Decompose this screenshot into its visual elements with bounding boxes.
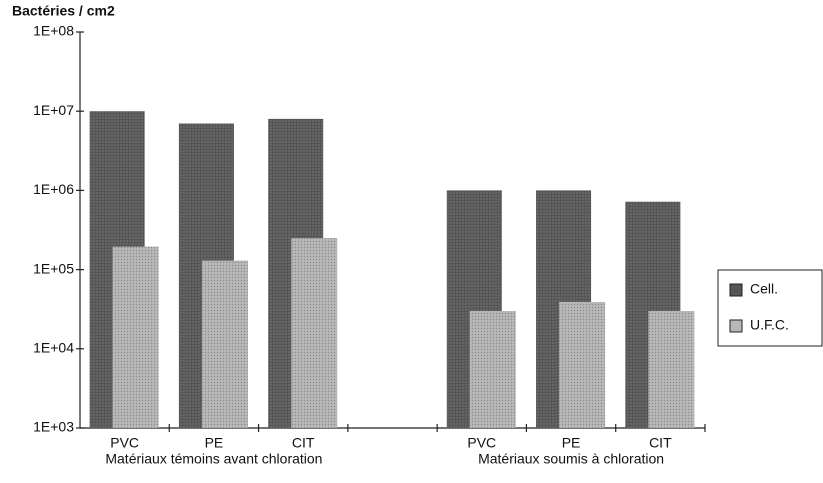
y-axis-title: Bactéries / cm2 (12, 3, 115, 19)
x-tick-label: CIT (649, 435, 672, 451)
bar-texture (469, 311, 516, 428)
bar-texture (559, 301, 606, 428)
x-tick-label: PE (562, 435, 581, 451)
bar-texture (201, 260, 248, 428)
legend-swatch (729, 283, 743, 297)
group-label: Matériaux témoins avant chloration (105, 451, 322, 467)
y-tick-label: 1E+06 (33, 181, 74, 197)
x-tick-label: CIT (292, 435, 315, 451)
legend-label: Cell. (750, 281, 778, 297)
bar-texture (112, 246, 159, 428)
legend-box (717, 269, 823, 347)
y-tick-label: 1E+07 (33, 102, 74, 118)
group-label: Matériaux soumis à chloration (478, 451, 664, 467)
y-tick-label: 1E+05 (33, 260, 74, 276)
x-tick-label: PVC (467, 435, 496, 451)
x-tick-label: PVC (110, 435, 139, 451)
y-tick-label: 1E+08 (33, 23, 74, 39)
legend-label: U.F.C. (750, 317, 789, 333)
x-tick-label: PE (205, 435, 224, 451)
bar-texture (291, 238, 338, 428)
legend-swatch (729, 319, 743, 333)
y-tick-label: 1E+04 (33, 340, 74, 356)
bar-texture (648, 311, 695, 428)
y-tick-label: 1E+03 (33, 419, 74, 435)
